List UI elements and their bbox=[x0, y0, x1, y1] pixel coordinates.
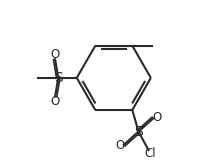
Text: Cl: Cl bbox=[144, 147, 156, 160]
Text: O: O bbox=[50, 48, 60, 61]
Text: O: O bbox=[115, 139, 124, 152]
Text: S: S bbox=[134, 125, 143, 139]
Text: O: O bbox=[152, 111, 162, 124]
Text: O: O bbox=[50, 95, 60, 108]
Text: S: S bbox=[54, 71, 63, 85]
